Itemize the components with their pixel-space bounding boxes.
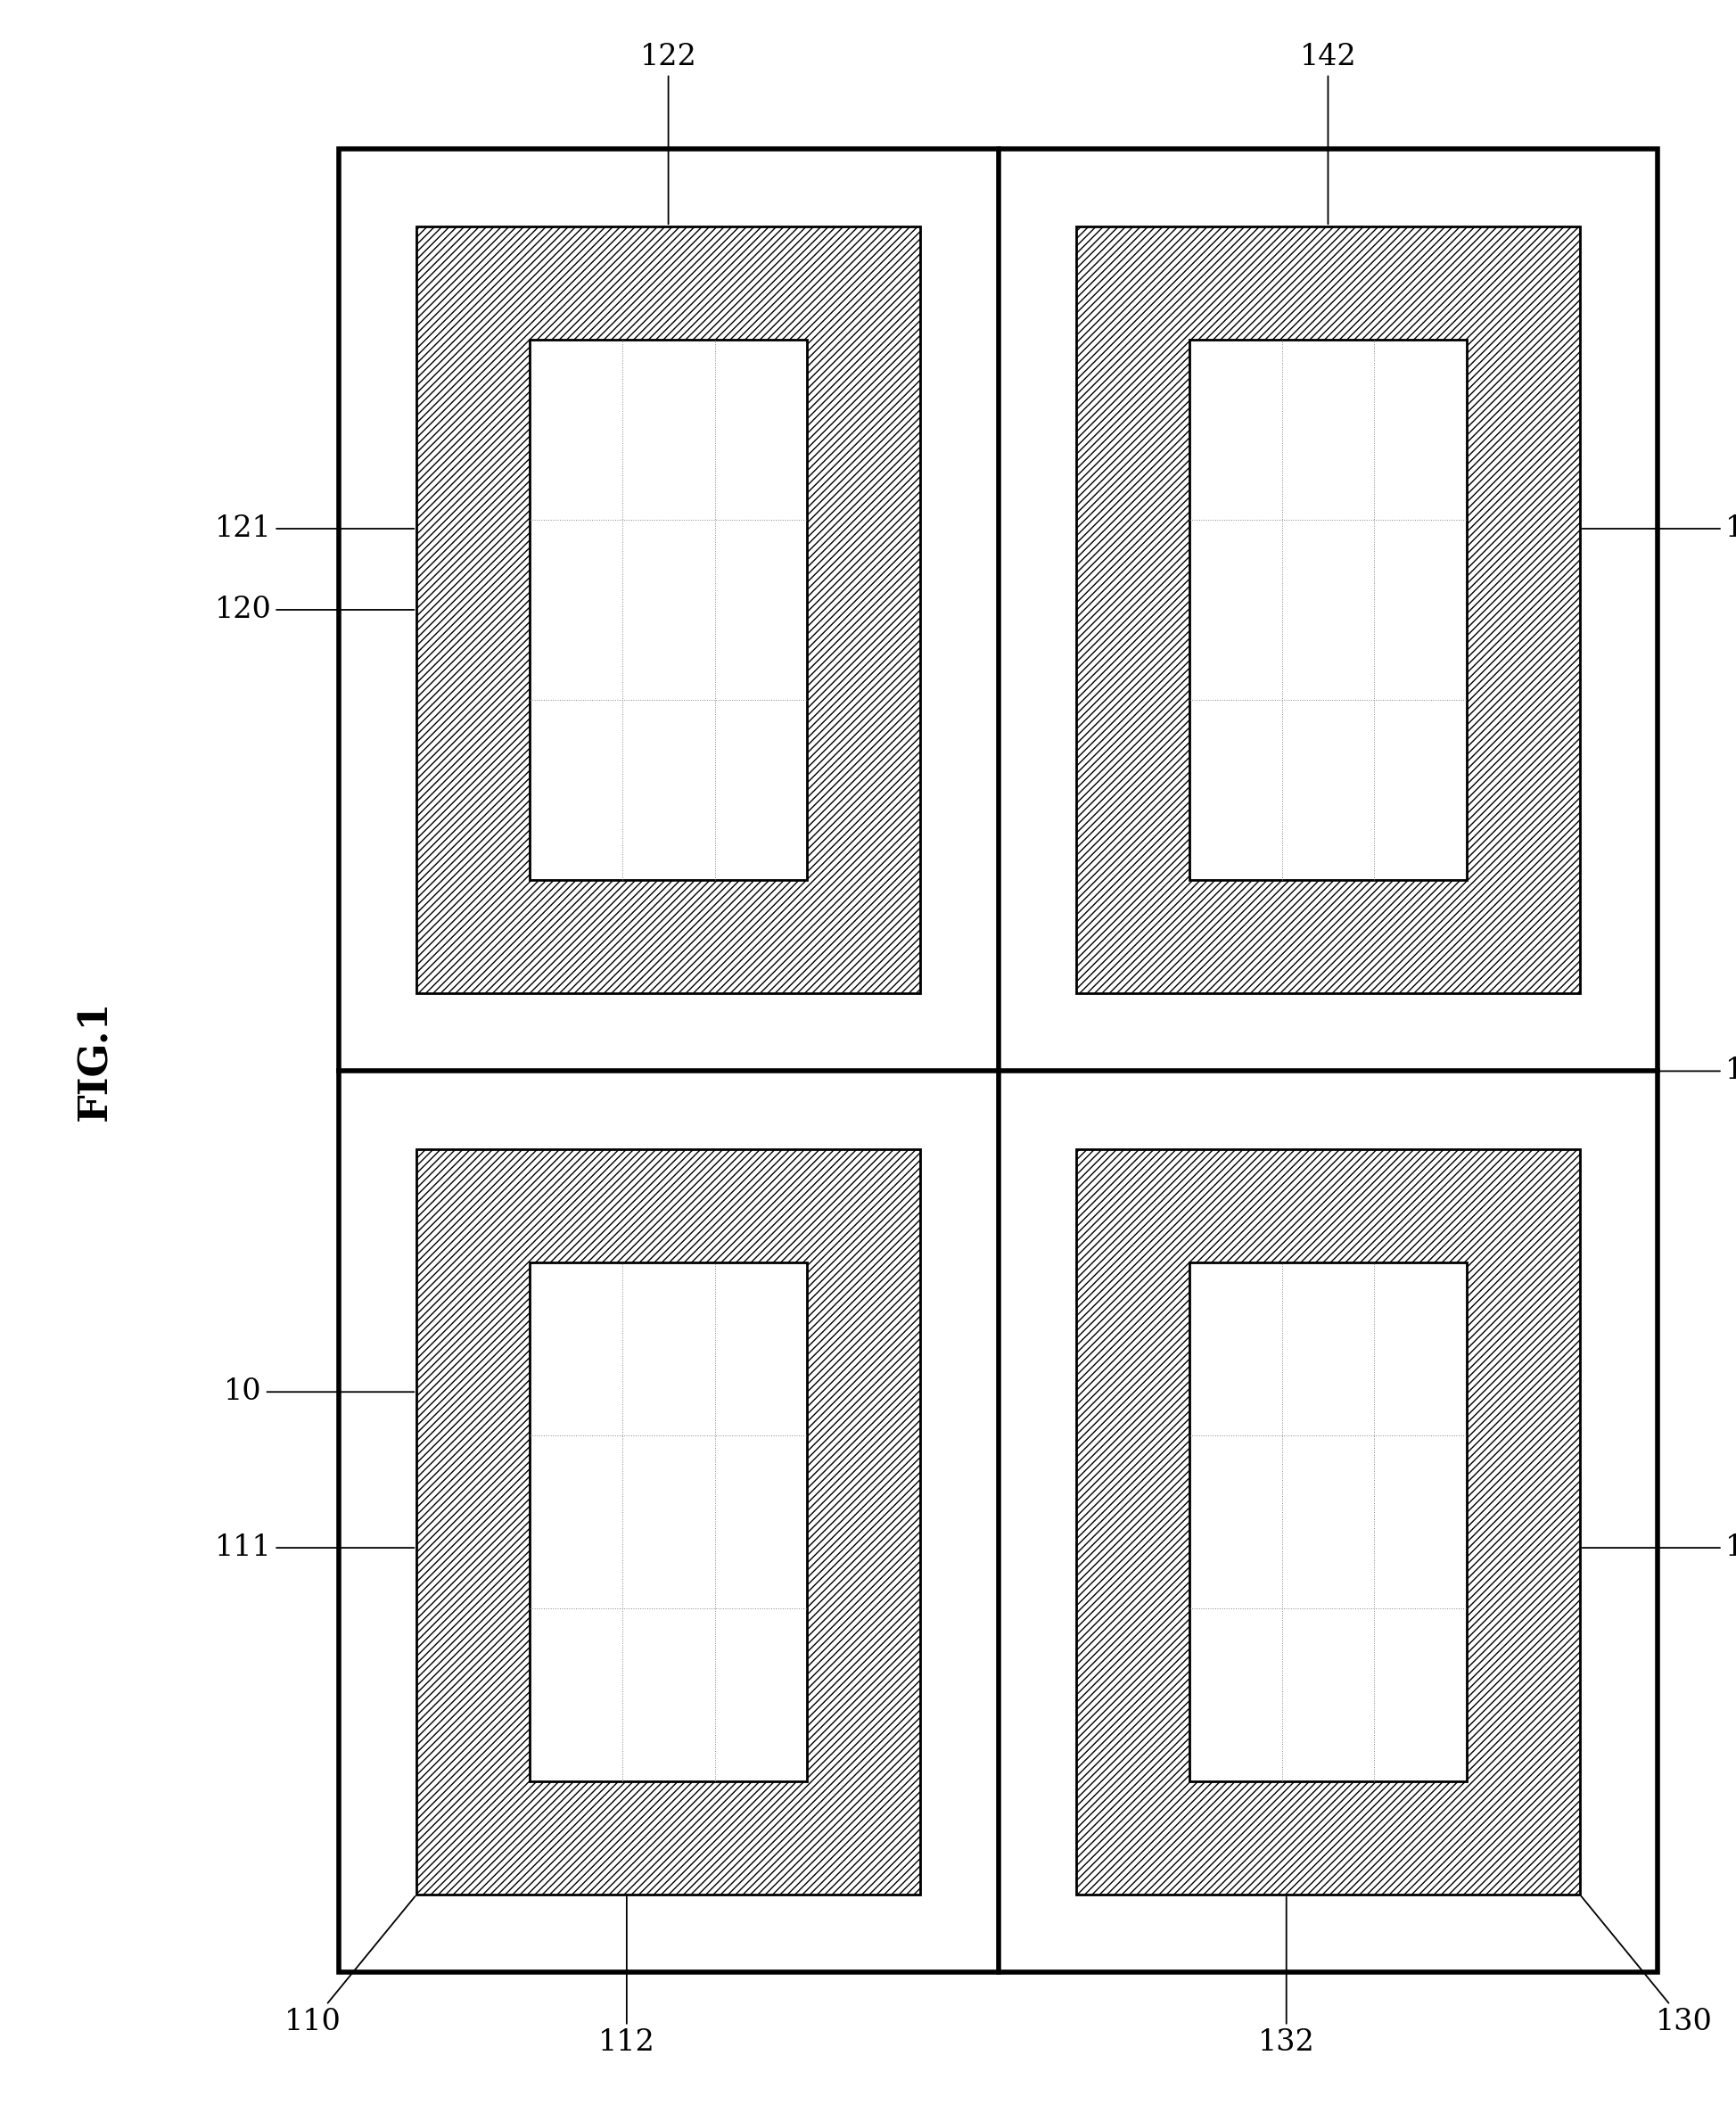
Text: 121: 121 [215, 515, 415, 543]
Bar [339, 148, 1658, 1973]
Bar [1189, 339, 1467, 880]
Text: 122: 122 [641, 42, 696, 225]
Text: 10: 10 [224, 1379, 415, 1406]
Bar [1189, 1262, 1467, 1782]
Text: 112: 112 [599, 1896, 654, 2057]
Bar [529, 1262, 807, 1782]
Bar [529, 1262, 807, 1782]
Text: 131: 131 [1581, 1533, 1736, 1561]
Bar [1076, 1150, 1580, 1894]
Bar [417, 227, 920, 993]
Text: 120: 120 [215, 596, 415, 624]
Text: 132: 132 [1259, 1896, 1314, 2057]
Text: 141: 141 [1581, 515, 1736, 543]
Text: 111: 111 [215, 1533, 415, 1561]
Bar [1076, 227, 1580, 993]
Text: 142: 142 [1300, 42, 1356, 225]
Bar [529, 339, 807, 880]
Text: 110: 110 [285, 1896, 415, 2036]
Bar [1189, 339, 1467, 880]
Bar [1189, 1262, 1467, 1782]
Bar [417, 1150, 920, 1894]
Text: 140: 140 [1581, 1056, 1736, 1086]
Bar [529, 339, 807, 880]
Text: FIG.1: FIG.1 [76, 1001, 115, 1120]
Text: 130: 130 [1581, 1896, 1712, 2036]
